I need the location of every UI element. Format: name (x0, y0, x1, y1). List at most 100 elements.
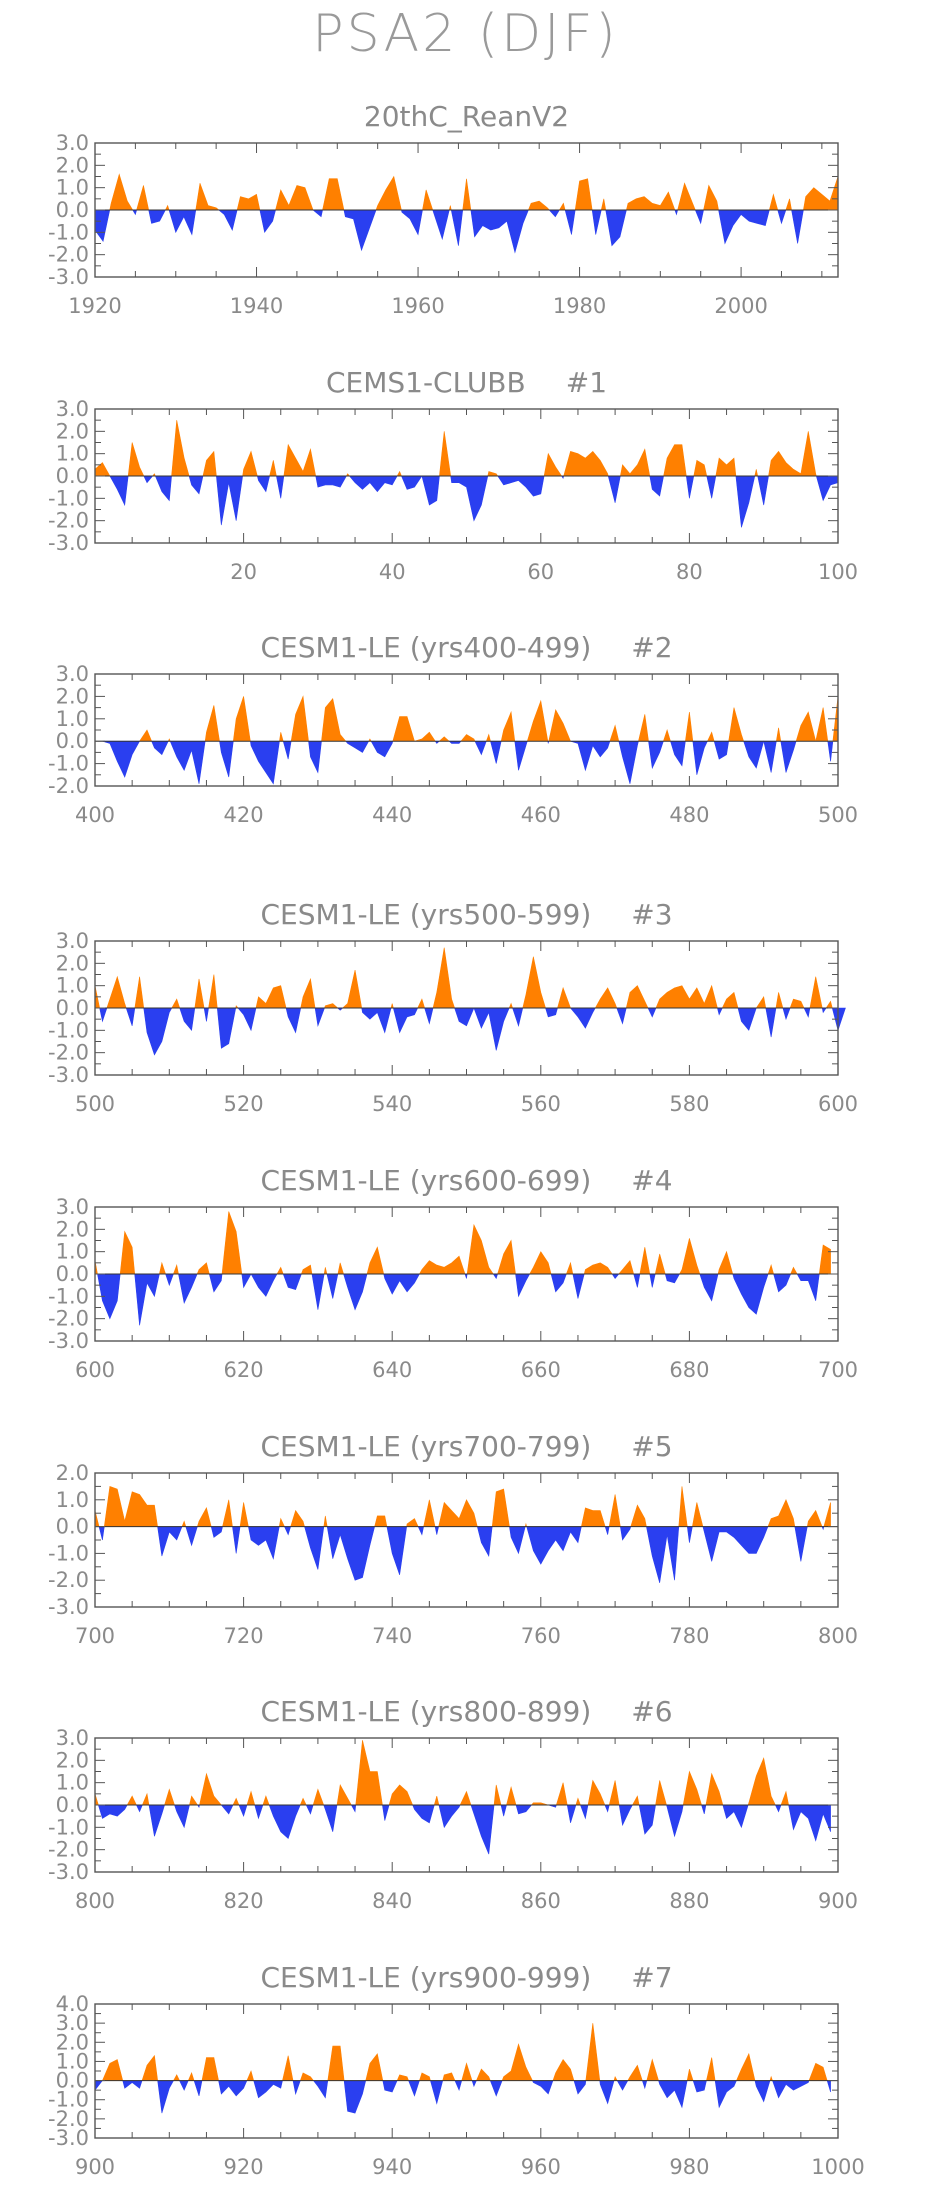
positive-anomaly-area (747, 1757, 776, 1806)
panel-title-text: 20thC_ReanV2 (364, 100, 569, 133)
negative-anomaly-area (412, 1804, 435, 1824)
negative-anomaly-area (430, 2080, 444, 2105)
x-tick-label: 600 (75, 1358, 115, 1382)
positive-anomaly-area (493, 1784, 502, 1806)
positive-anomaly-area (418, 1255, 466, 1275)
negative-anomaly-area (791, 209, 804, 244)
panel-title: CESM1-LE (yrs700-799) #5 (260, 1430, 672, 1463)
positive-anomaly-area (818, 1244, 831, 1275)
x-tick-label: 900 (75, 2155, 115, 2179)
negative-anomaly-area (694, 209, 704, 225)
negative-anomaly-area (454, 1007, 475, 1027)
x-tick-label: 700 (818, 1358, 858, 1382)
positive-anomaly-area (626, 191, 676, 211)
negative-anomaly-area (564, 209, 576, 235)
positive-anomaly-area (181, 1520, 187, 1527)
negative-anomaly-area (550, 1273, 567, 1293)
positive-anomaly-area (655, 984, 718, 1009)
negative-anomaly-area (179, 1007, 196, 1032)
negative-anomaly-area (774, 1804, 782, 1813)
negative-anomaly-area (611, 1273, 620, 1279)
figure-title: PSA2 (DJF) (312, 4, 619, 64)
panel-title-text: CESM1-LE (yrs500-599) (260, 898, 591, 931)
positive-anomaly-area (201, 2057, 219, 2081)
negative-anomaly-area (361, 1007, 392, 1034)
positive-anomaly-area (134, 976, 145, 1009)
positive-anomaly-area (587, 1779, 606, 1806)
negative-anomaly-area (732, 1273, 769, 1315)
negative-anomaly-area (401, 209, 423, 236)
negative-anomaly-area (638, 1804, 656, 1835)
y-tick-label: 2.0 (56, 951, 89, 975)
x-tick-label: 680 (669, 1358, 709, 1382)
positive-anomaly-area (663, 444, 687, 477)
negative-anomaly-area (219, 740, 234, 778)
negative-anomaly-area (237, 1007, 257, 1032)
positive-anomaly-area (433, 1795, 440, 1806)
negative-anomaly-area (646, 1526, 680, 1583)
negative-anomaly-area (134, 1273, 160, 1326)
negative-anomaly-area (512, 1007, 524, 1027)
positive-anomaly-area (337, 1262, 344, 1275)
panel-title-text: CESM1-LE (yrs400-499) (260, 631, 591, 664)
negative-anomaly-area (304, 1526, 325, 1570)
positive-anomaly-area (222, 1499, 233, 1527)
negative-anomaly-area (566, 1804, 577, 1823)
negative-anomaly-area (674, 209, 679, 216)
positive-anomaly-area (682, 1770, 702, 1806)
x-tick-label: 20 (230, 560, 257, 584)
positive-anomaly-area (255, 985, 287, 1009)
positive-anomaly-area (336, 1783, 352, 1806)
negative-anomaly-area (284, 1526, 292, 1536)
negative-anomaly-area (714, 2080, 737, 2109)
y-tick-label: 2.0 (56, 419, 89, 443)
negative-anomaly-area (282, 740, 292, 760)
positive-anomaly-area (103, 1485, 158, 1527)
x-tick-label: 420 (224, 803, 264, 827)
panel-title-text: CESM1-LE (yrs800-899) (260, 1695, 591, 1728)
positive-anomaly-area (630, 1504, 647, 1527)
negative-anomaly-area (125, 1007, 136, 1026)
negative-anomaly-area (827, 740, 834, 762)
x-tick-label: 80 (676, 560, 703, 584)
negative-anomaly-area (94, 2080, 104, 2092)
positive-anomaly-area (232, 1797, 240, 1806)
x-tick-label: 40 (379, 560, 406, 584)
negative-anomaly-area (401, 475, 423, 490)
negative-anomaly-area (735, 475, 756, 528)
positive-anomaly-area (242, 450, 258, 477)
positive-anomaly-area (355, 1740, 383, 1806)
negative-anomaly-area (722, 1804, 749, 1829)
negative-anomaly-area (569, 1007, 596, 1029)
y-tick-label: 0.0 (56, 996, 89, 1020)
positive-anomaly-area (715, 457, 737, 477)
positive-anomaly-area (600, 198, 607, 211)
negative-anomaly-area (98, 1526, 105, 1541)
positive-anomaly-area (769, 2075, 773, 2081)
negative-anomaly-area (515, 1804, 533, 1815)
positive-anomaly-area (299, 2072, 315, 2081)
y-tick-label: 0.0 (56, 729, 89, 753)
positive-anomaly-area (438, 736, 450, 742)
plot-frame (94, 1472, 839, 1608)
negative-anomaly-area (489, 2080, 503, 2097)
positive-anomaly-area (396, 470, 402, 477)
positive-anomaly-area (365, 2053, 384, 2081)
positive-anomaly-area (678, 1238, 701, 1275)
positive-anomaly-area (785, 198, 792, 211)
positive-anomaly-area (414, 731, 436, 742)
negative-anomaly-area (282, 1273, 302, 1290)
y-tick-label: 0.0 (56, 198, 89, 222)
positive-anomaly-area (388, 1784, 414, 1806)
negative-anomaly-area (772, 2080, 810, 2099)
y-tick-label: -2.0 (48, 1568, 89, 1592)
panel-5: CESM1-LE (yrs600-699) #43.02.01.00.0-1.0-… (48, 1164, 858, 1382)
x-tick-label: 740 (372, 1624, 412, 1648)
negative-anomaly-area (343, 209, 377, 252)
positive-anomaly-area (262, 1795, 270, 1806)
x-tick-label: 460 (521, 803, 561, 827)
positive-anomaly-area (300, 1264, 313, 1275)
positive-anomaly-area (686, 2068, 694, 2081)
positive-anomaly-area (609, 724, 620, 742)
positive-anomaly-area (136, 185, 150, 211)
